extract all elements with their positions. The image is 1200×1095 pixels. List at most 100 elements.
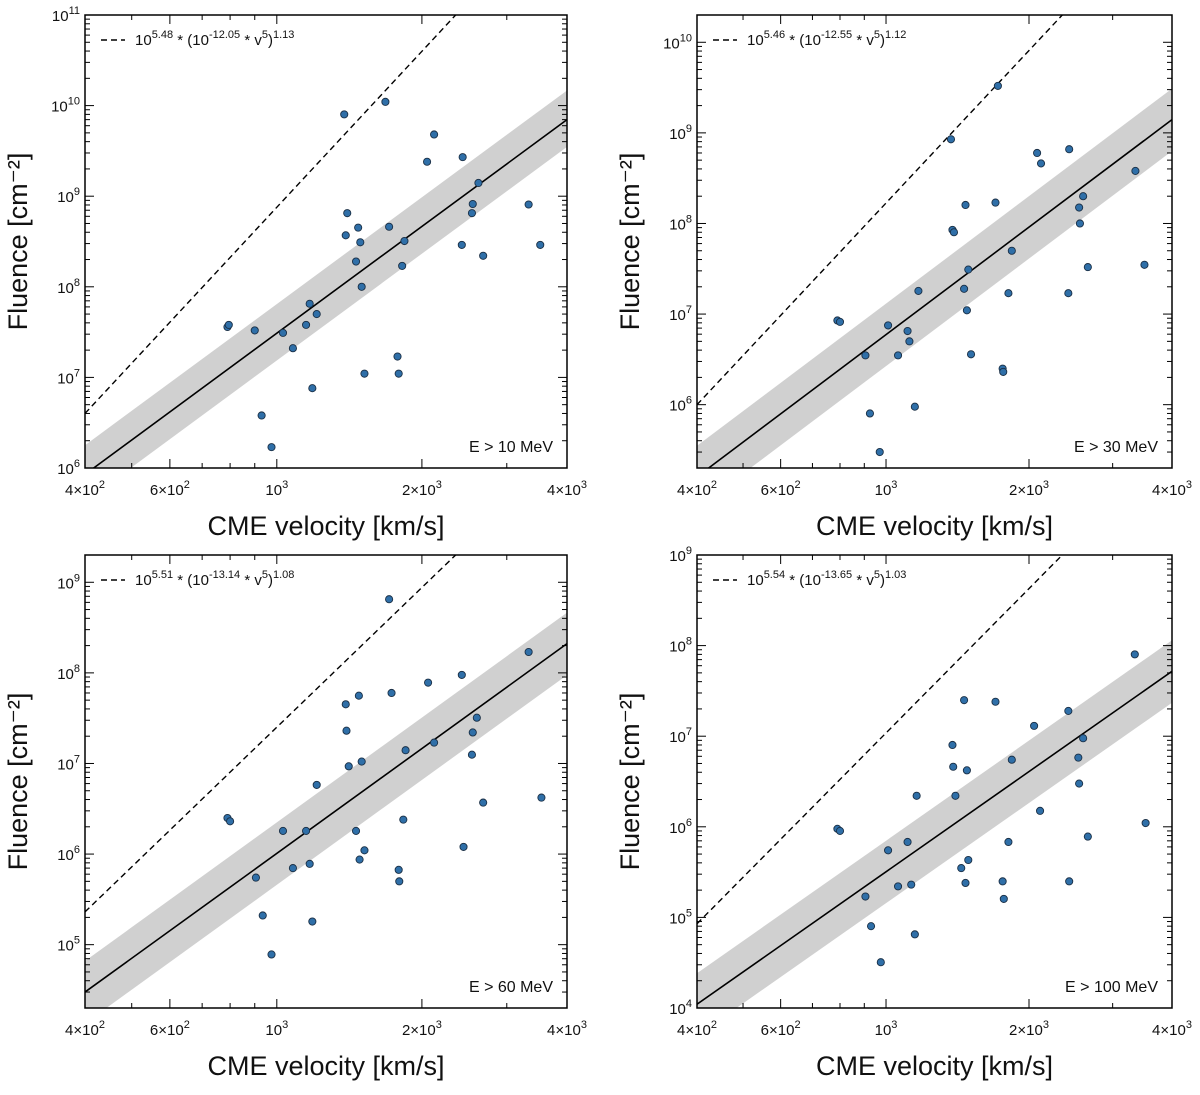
data-point xyxy=(341,700,350,709)
data-point xyxy=(1075,219,1084,228)
data-point xyxy=(457,240,466,249)
data-point xyxy=(394,369,403,378)
x-tick-label: 4×103 xyxy=(547,1019,587,1039)
data-point xyxy=(861,892,870,901)
data-point xyxy=(357,757,366,766)
y-tick-label: 109 xyxy=(669,123,692,143)
data-point xyxy=(524,200,533,209)
data-point xyxy=(354,691,363,700)
data-point xyxy=(305,299,314,308)
data-point xyxy=(957,864,966,873)
fit-line xyxy=(92,118,567,468)
y-tick-label: 108 xyxy=(57,277,80,297)
energy-threshold-label: E > 30 MeV xyxy=(1074,439,1158,456)
x-tick-label: 2×103 xyxy=(1009,479,1049,499)
data-point xyxy=(1033,148,1042,158)
data-point xyxy=(1141,818,1150,828)
plot-area xyxy=(697,15,1172,468)
x-axis-label: CME velocity [km/s] xyxy=(207,1051,444,1081)
data-point xyxy=(356,238,365,247)
data-point xyxy=(458,153,467,162)
x-axis-label: CME velocity [km/s] xyxy=(207,511,444,541)
data-point xyxy=(960,284,969,293)
plot-frame xyxy=(696,554,1173,1009)
data-point xyxy=(351,826,361,835)
data-point xyxy=(1065,877,1074,886)
upper-limit-dashed-line xyxy=(697,555,1063,925)
y-tick-label: 106 xyxy=(669,817,692,837)
x-axis-label: CME velocity [km/s] xyxy=(816,511,1053,541)
data-point xyxy=(961,200,970,210)
data-point xyxy=(910,402,919,411)
uncertainty-band xyxy=(697,88,1172,468)
data-point xyxy=(1004,289,1013,298)
data-point xyxy=(1131,166,1140,175)
plot-frame xyxy=(84,554,568,1009)
data-point xyxy=(999,367,1008,376)
data-point xyxy=(393,352,402,361)
y-tick-label: 105 xyxy=(669,907,692,927)
x-tick-label: 103 xyxy=(265,479,288,499)
fit-line xyxy=(697,670,1172,1005)
data-point xyxy=(399,815,408,824)
data-point xyxy=(355,855,364,864)
upper-limit-dashed-line xyxy=(85,15,457,414)
y-tick-label: 107 xyxy=(669,726,692,746)
y-axis-label: Fluence [cm⁻²] xyxy=(615,153,645,331)
x-tick-label: 4×103 xyxy=(1152,1019,1192,1039)
data-point xyxy=(224,320,233,329)
data-point xyxy=(278,826,288,835)
chart-panel-bottom-right: 104 105 106 107 108 109 4×102 6×102 103 2×103 4×10… xyxy=(615,545,1192,1081)
data-point xyxy=(1079,734,1088,743)
data-point xyxy=(966,350,976,359)
data-point xyxy=(903,837,912,847)
energy-threshold-label: E > 100 MeV xyxy=(1065,979,1158,996)
x-tick-label: 6×102 xyxy=(761,479,801,499)
data-point xyxy=(226,817,235,826)
legend-formula: 105.46 * (10-12.55 * v5)1.12 xyxy=(747,29,906,49)
data-point xyxy=(1140,260,1149,269)
data-point xyxy=(949,762,958,771)
x-tick-label: 4×103 xyxy=(1152,479,1192,499)
y-tick-label: 105 xyxy=(57,935,80,955)
data-point xyxy=(946,135,956,144)
data-point xyxy=(305,859,314,868)
x-tick-label: 4×102 xyxy=(677,479,717,499)
data-point xyxy=(1064,289,1073,298)
data-point xyxy=(835,826,845,835)
data-point xyxy=(468,728,477,737)
y-tick-label: 104 xyxy=(669,998,692,1018)
y-tick-label: 108 xyxy=(669,636,692,656)
y-tick-label: 108 xyxy=(669,213,692,233)
data-point xyxy=(257,411,266,420)
data-point xyxy=(344,762,353,771)
y-axis-label: Fluence [cm⁻²] xyxy=(3,693,33,871)
upper-limit-dashed-line xyxy=(697,15,1063,406)
data-point xyxy=(479,798,488,807)
data-point xyxy=(907,880,916,889)
data-point xyxy=(357,282,366,291)
fit-line xyxy=(707,118,1172,468)
data-point xyxy=(949,228,959,237)
data-point xyxy=(401,746,410,755)
data-point xyxy=(302,320,311,329)
y-tick-label: 107 xyxy=(57,367,80,387)
data-point xyxy=(340,110,349,119)
data-point xyxy=(430,738,439,747)
data-point xyxy=(457,670,466,679)
data-point xyxy=(962,766,971,775)
data-point xyxy=(536,240,545,249)
data-point xyxy=(394,865,403,874)
y-tick-label: 1010 xyxy=(663,32,692,52)
y-tick-label: 109 xyxy=(57,186,80,206)
data-point xyxy=(343,209,352,218)
data-point xyxy=(250,326,259,335)
data-point xyxy=(424,678,433,687)
data-point xyxy=(962,306,971,315)
data-point xyxy=(472,713,481,722)
data-point xyxy=(1130,650,1139,659)
x-tick-label: 103 xyxy=(875,1019,898,1039)
uncertainty-band xyxy=(85,90,567,468)
data-point xyxy=(398,261,407,270)
